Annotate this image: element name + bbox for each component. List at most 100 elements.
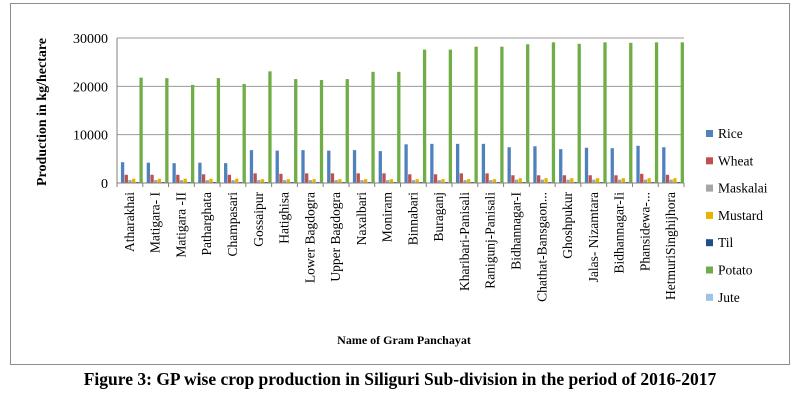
bar-maskalai-0 bbox=[128, 180, 132, 183]
bar-mustard-6 bbox=[286, 179, 290, 183]
bar-wheat-21 bbox=[665, 174, 670, 183]
bar-maskalai-4 bbox=[231, 180, 235, 183]
bar-maskalai-20 bbox=[643, 179, 648, 183]
bar-rice-8 bbox=[327, 150, 331, 183]
bar-rice-12 bbox=[430, 143, 434, 183]
bar-maskalai-16 bbox=[540, 179, 544, 183]
x-category-label: Matigara -II bbox=[173, 192, 188, 258]
bar-wheat-16 bbox=[537, 175, 541, 183]
x-category-label: Naxalbari bbox=[354, 192, 369, 245]
bar-rice-14 bbox=[481, 143, 486, 183]
bar-maskalai-5 bbox=[257, 180, 261, 183]
bar-mustard-4 bbox=[235, 178, 239, 183]
legend-label-rice: Rice bbox=[718, 126, 743, 141]
bar-maskalai-19 bbox=[618, 179, 622, 183]
bar-maskalai-12 bbox=[437, 180, 441, 183]
legend-label-til: Til bbox=[718, 235, 734, 250]
bar-potato-0 bbox=[139, 77, 143, 183]
x-category-label: Phansidewa-... bbox=[637, 192, 652, 271]
bar-potato-2 bbox=[190, 84, 195, 183]
bar-maskalai-7 bbox=[308, 180, 313, 183]
bar-rice-5 bbox=[249, 150, 254, 183]
bar-potato-10 bbox=[397, 71, 401, 183]
bar-potato-19 bbox=[629, 42, 633, 183]
bar-wheat-6 bbox=[279, 173, 283, 183]
bar-potato-9 bbox=[371, 71, 375, 183]
bar-wheat-4 bbox=[227, 174, 232, 183]
x-category-label: Chathat-Bansgaon... bbox=[534, 192, 549, 302]
bar-maskalai-2 bbox=[179, 180, 184, 183]
x-category-label: HetmuriSinghijhora bbox=[663, 192, 678, 300]
bar-mustard-16 bbox=[544, 178, 548, 183]
bar-maskalai-9 bbox=[360, 180, 364, 183]
bar-potato-8 bbox=[345, 79, 349, 183]
bar-potato-7 bbox=[319, 80, 324, 183]
bar-wheat-19 bbox=[614, 175, 618, 183]
bar-potato-20 bbox=[654, 42, 659, 183]
bar-mustard-5 bbox=[260, 179, 265, 183]
legend-label-mustard: Mustard bbox=[718, 208, 763, 223]
bar-maskalai-10 bbox=[386, 180, 390, 183]
x-category-label: Matigara- I bbox=[148, 191, 163, 253]
bar-rice-15 bbox=[507, 147, 511, 183]
bar-potato-4 bbox=[242, 83, 246, 183]
bar-maskalai-13 bbox=[463, 180, 467, 183]
bar-rice-0 bbox=[120, 162, 125, 183]
legend: Rice Wheat Maskalai Mustard Til Potato Jute bbox=[706, 126, 768, 305]
legend-swatch-jute bbox=[706, 293, 713, 301]
bar-wheat-7 bbox=[305, 173, 309, 183]
bar-potato-18 bbox=[603, 42, 607, 183]
legend-swatch-til bbox=[706, 239, 713, 247]
bar-potato-21 bbox=[680, 42, 684, 183]
bar-mustard-0 bbox=[132, 178, 136, 183]
bar-rice-18 bbox=[584, 147, 589, 183]
bar-wheat-18 bbox=[588, 175, 592, 183]
bar-mustard-7 bbox=[312, 179, 316, 183]
bar-potato-17 bbox=[577, 43, 581, 183]
bar-wheat-12 bbox=[433, 174, 438, 183]
bar-rice-17 bbox=[559, 149, 563, 183]
x-category-label: Atharakhai bbox=[122, 192, 137, 252]
x-category-label: Bidhannagar-I bbox=[509, 192, 524, 270]
bar-wheat-11 bbox=[408, 174, 412, 183]
bar-potato-11 bbox=[422, 49, 427, 183]
x-category-label: Buraganj bbox=[431, 192, 446, 242]
bar-wheat-0 bbox=[124, 174, 128, 183]
bar-wheat-13 bbox=[459, 173, 463, 183]
bar-wheat-9 bbox=[356, 173, 360, 183]
legend-label-jute: Jute bbox=[718, 290, 740, 305]
bar-mustard-13 bbox=[467, 179, 471, 183]
bar-wheat-5 bbox=[253, 173, 257, 183]
legend-swatch-mustard bbox=[706, 211, 713, 219]
legend-label-potato: Potato bbox=[718, 263, 753, 278]
bar-maskalai-3 bbox=[205, 180, 209, 183]
x-category-label: Ghoshpukur bbox=[560, 191, 575, 258]
bar-rice-2 bbox=[172, 163, 176, 183]
bar-rice-6 bbox=[275, 150, 279, 183]
bar-rice-4 bbox=[224, 163, 228, 183]
bar-mustard-1 bbox=[157, 178, 162, 183]
bar-maskalai-8 bbox=[334, 180, 338, 183]
x-category-label: Hatighisa bbox=[277, 192, 292, 244]
bar-rice-11 bbox=[404, 144, 408, 183]
bar-maskalai-14 bbox=[489, 180, 493, 183]
bar-potato-6 bbox=[294, 79, 298, 183]
bar-rice-13 bbox=[455, 143, 460, 183]
bar-mustard-3 bbox=[209, 178, 213, 183]
legend-label-maskalai: Maskalai bbox=[718, 181, 768, 196]
bar-wheat-2 bbox=[176, 174, 180, 183]
bar-wheat-10 bbox=[382, 173, 386, 183]
bar-rice-21 bbox=[662, 147, 666, 183]
y-tick-label: 20000 bbox=[73, 80, 108, 95]
x-category-label: Champasari bbox=[225, 192, 240, 257]
x-category-label: Ranigunj-Panisali bbox=[483, 192, 498, 289]
x-category-label: Bidhannagar-Ii bbox=[612, 192, 627, 274]
y-tick-label: 10000 bbox=[73, 129, 108, 144]
legend-label-wheat: Wheat bbox=[718, 153, 753, 168]
bar-maskalai-21 bbox=[669, 179, 673, 183]
x-category-label: Binnabari bbox=[405, 192, 420, 245]
bar-rice-10 bbox=[378, 151, 382, 183]
y-tick-label: 30000 bbox=[73, 32, 108, 47]
bar-maskalai-15 bbox=[514, 179, 519, 183]
legend-swatch-potato bbox=[706, 266, 713, 274]
